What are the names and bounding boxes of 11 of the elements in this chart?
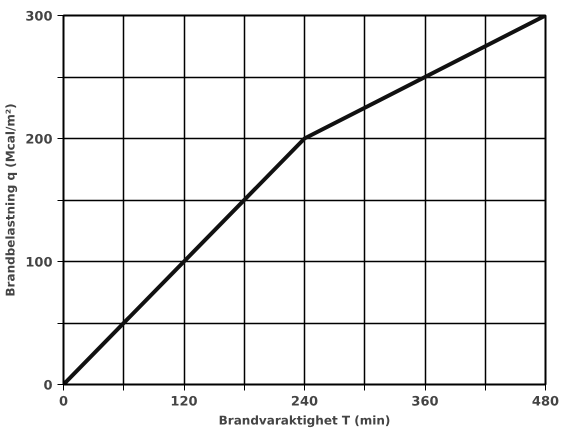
y-tick-label: 200: [25, 132, 53, 148]
x-tick-label: 240: [290, 394, 318, 410]
x-tick-label: 0: [58, 394, 68, 410]
y-axis-title: Brandbelastning q (Mcal/m²): [3, 103, 18, 297]
x-tick-label: 120: [170, 394, 198, 410]
x-tick-label: 360: [411, 394, 439, 410]
y-tick-label: 300: [25, 10, 53, 24]
y-tick-label: 0: [43, 378, 52, 394]
x-axis-title: Brandvaraktighet T (min): [218, 414, 390, 428]
x-tick-label: 480: [532, 394, 560, 410]
y-tick-label: 100: [25, 256, 53, 270]
